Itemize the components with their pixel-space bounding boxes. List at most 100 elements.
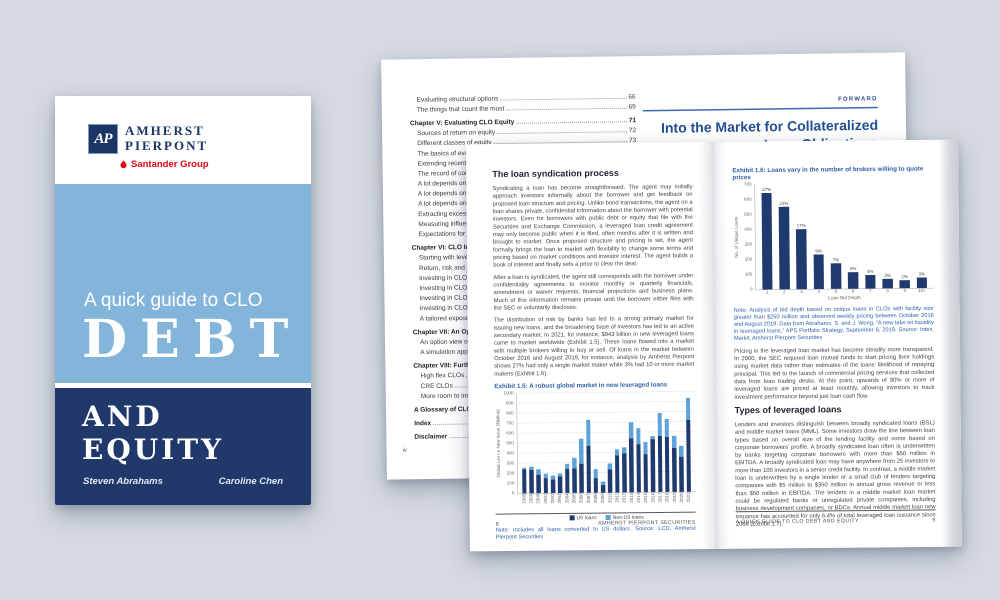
x-tick-text: 2	[783, 289, 786, 295]
chart-bar	[847, 272, 859, 289]
chart-bar	[628, 422, 634, 493]
x-tick-text: 2013	[628, 492, 634, 503]
x-tick-label: 9	[896, 288, 913, 294]
x-tick-text: 3	[800, 289, 803, 295]
x-tick-label: 8	[879, 288, 896, 294]
chart-bar-segment	[572, 468, 577, 493]
x-tick-text: 2000	[535, 493, 541, 504]
x-tick-text: 7	[869, 288, 872, 294]
chart-bar-segment	[543, 478, 549, 494]
plot-area	[516, 391, 696, 494]
bar-value-label: 4%	[866, 268, 874, 275]
chart-bar	[572, 457, 577, 493]
chart-bar-slot: 7%	[827, 257, 844, 289]
section-heading: Types of leveraged loans	[734, 404, 842, 416]
x-tick-label: 7	[862, 288, 879, 294]
brand-name-line2: PIERPONT	[125, 138, 209, 153]
page-number: 8	[495, 521, 500, 528]
y-axis: 0 100 200 300 400 500 600 700 800 900 1000	[501, 390, 517, 495]
chart-bar-slot	[684, 397, 692, 492]
chart-bar-segment	[550, 479, 556, 494]
bar-value-label: 2%	[901, 273, 908, 279]
chart-bar-segment	[664, 418, 670, 437]
cover-title-and-equity: AND EQUITY	[82, 400, 225, 466]
chart-bar	[761, 192, 773, 290]
x-tick-text: 2016	[650, 492, 656, 503]
toc-leader-dots	[500, 97, 627, 101]
body-paragraph: After a loan is syndicated, the agent st…	[493, 272, 694, 312]
chart-bar-slot: 3%	[879, 273, 896, 289]
y-tick-label: 300	[744, 241, 753, 247]
y-tick-label: 900	[506, 400, 514, 406]
x-tick-text: 2003	[557, 493, 563, 504]
y-tick-label: 200	[506, 470, 515, 476]
cover-tagline: A quick guide to CLO	[84, 290, 263, 311]
chart-bar	[899, 279, 910, 289]
bars: 27% 23% 17% 9% 7% 5% 4% 3% 2% 3%	[755, 183, 933, 290]
y-tick-label: 200	[744, 256, 753, 262]
chart-bar-slot	[592, 469, 599, 493]
running-head: FORWARD	[837, 94, 878, 103]
y-tick-label: 300	[506, 460, 515, 466]
toc-entry-label: CRE CLOs	[420, 381, 453, 390]
chart-bar	[614, 449, 620, 493]
toc-entry-label: A lot depends on th	[418, 199, 474, 208]
chart-bar-segment	[536, 474, 541, 494]
chart-bar-segment	[686, 419, 692, 492]
open-book-spread: The loan syndication process Syndicating…	[466, 139, 962, 552]
chart-bar	[621, 447, 627, 493]
chart-bar-segment	[672, 447, 677, 492]
running-footer: A QUICK GUIDE TO CLO DEBT AND EQUITY	[735, 517, 859, 525]
chart-bar	[671, 435, 677, 492]
chart-bar	[643, 442, 649, 493]
x-tick-text: 1	[765, 289, 769, 295]
chart-bar-segment	[636, 444, 641, 493]
chart-bar	[796, 229, 807, 290]
exhibit-1-5-chart: Global Lev Ln New Issue ($billion) 0 100 2…	[494, 390, 696, 522]
toc-leader-dots	[506, 107, 627, 111]
chart-bar	[593, 469, 599, 493]
chart-bar	[636, 428, 641, 493]
bar-value-label: 23%	[779, 200, 789, 206]
x-tick-text: 2005	[571, 493, 577, 504]
author-right: Caroline Chen	[218, 476, 283, 487]
toc-entry-label: Measuring influenc	[418, 219, 473, 228]
ap-monogram-icon: AP	[88, 124, 118, 154]
x-tick-text: 10+	[918, 287, 926, 294]
body-paragraph: The distribution of risk by banks has le…	[493, 314, 695, 377]
chart-bar	[882, 278, 893, 289]
chart-bar-segment	[557, 476, 563, 493]
x-tick-text: 2021	[686, 492, 692, 503]
toc-entry-page-number: 72	[628, 126, 637, 134]
bar-value-label: 27%	[762, 186, 772, 192]
page-9: Exhibit 1.6: Loans vary in the number of…	[712, 139, 962, 548]
toc-entry-label: Chapter V: Evaluating CLO Equity	[409, 117, 515, 127]
x-tick-text: 2006	[578, 493, 584, 504]
x-tick-label: 3	[793, 289, 810, 295]
toc-entry-label: Sources of return on equity	[417, 128, 496, 137]
exhibit-1-5-title: Exhibit 1.5: A robust global market in n…	[494, 380, 668, 390]
x-tick-label: 2021	[685, 492, 692, 510]
chart-bar-segment	[522, 469, 527, 494]
body-paragraph: Pricing in the leveraged loan market has…	[734, 345, 935, 401]
bar-value-label: 3%	[918, 271, 926, 277]
chart-bar	[600, 481, 606, 493]
x-tick-text: 2020	[678, 492, 684, 503]
x-tick-text: 1999	[528, 493, 534, 504]
chart-bar-segment	[586, 445, 591, 493]
page-footer: A QUICK GUIDE TO CLO DEBT AND EQUITY 9	[735, 509, 936, 525]
body-paragraph: Syndicating a loan has become straightfo…	[492, 183, 694, 269]
x-tick-text: 2007	[585, 493, 591, 504]
x-tick-text: 2002	[549, 493, 555, 504]
chart-bar-slot: 5%	[844, 266, 861, 289]
chart-bar-slot	[599, 481, 606, 493]
chart-bar-segment	[614, 455, 620, 493]
chart-bar-segment	[564, 468, 570, 493]
x-tick-text: 2009	[600, 492, 606, 504]
heading-rule	[642, 106, 878, 112]
x-tick-label: 10+	[913, 288, 930, 293]
chart-bar-slot: 23%	[775, 200, 793, 290]
chart-bar-slot: 17%	[793, 223, 811, 290]
toc-entry-label: A lot depends on ti	[417, 178, 472, 188]
toc-entry-label: Starting with levera	[418, 253, 475, 262]
